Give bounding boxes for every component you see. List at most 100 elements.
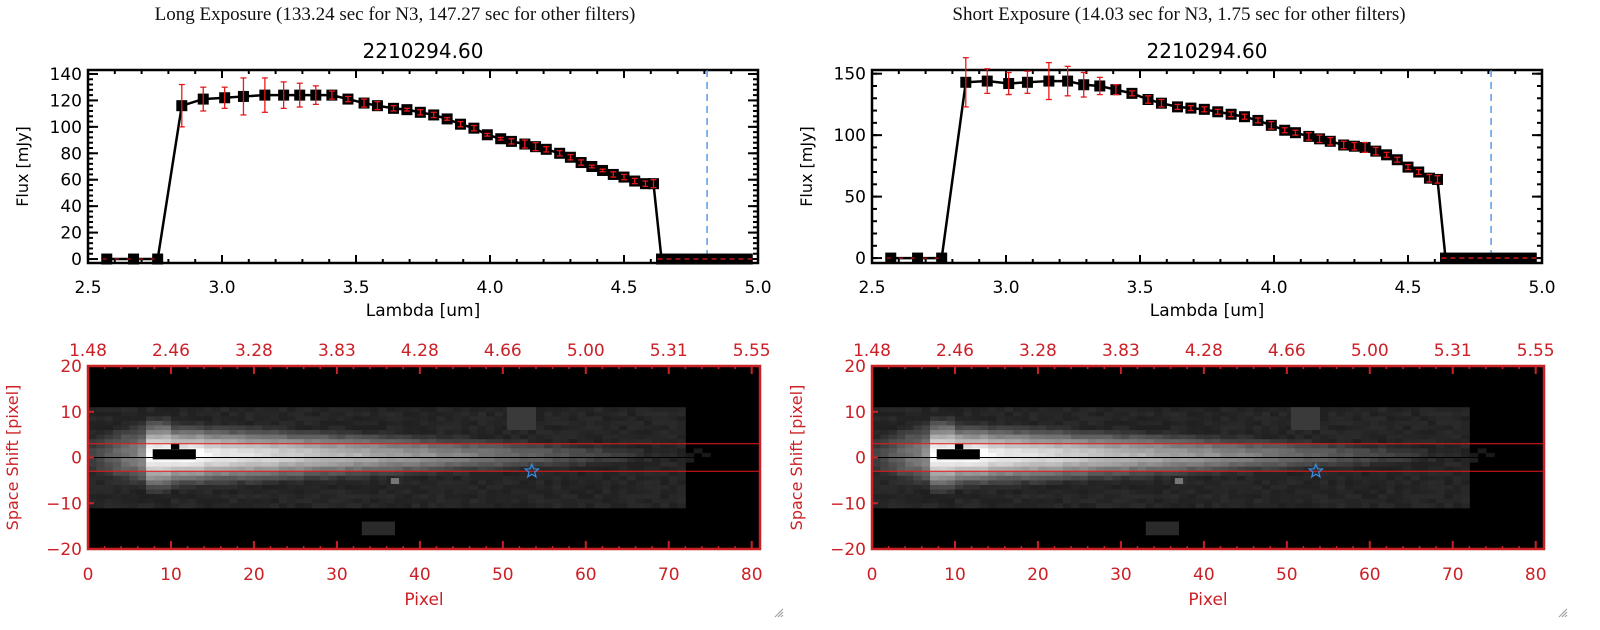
image-pixel: [1311, 498, 1321, 504]
image-pixel: [303, 457, 313, 463]
image-pixel: [1336, 407, 1346, 413]
image-pixel: [486, 480, 496, 486]
image-pixel: [880, 416, 890, 422]
image-pixel: [872, 462, 881, 468]
image-pixel: [278, 466, 288, 472]
image-pixel: [511, 475, 520, 481]
image-pixel: [872, 475, 881, 481]
image-pixel: [104, 498, 114, 504]
image-pixel: [137, 498, 147, 504]
image-pixel: [494, 439, 504, 445]
image-pixel: [353, 466, 363, 472]
image-pixel: [1369, 484, 1379, 491]
image-pixel: [1386, 443, 1396, 449]
image-pixel: [1369, 457, 1379, 463]
image-pixel: [627, 439, 637, 445]
image-pixel: [477, 484, 487, 491]
image-pixel: [1187, 407, 1197, 413]
image-pixel: [129, 439, 139, 445]
image-pixel: [1402, 411, 1412, 417]
image-pixel: [668, 411, 678, 417]
image-pixel: [428, 425, 437, 431]
image-pixel: [320, 443, 330, 449]
image-pixel: [1120, 480, 1130, 486]
image-pixel: [353, 411, 363, 417]
image-pixel: [162, 484, 172, 491]
image-y-tick-label: −20: [46, 540, 82, 560]
image-pixel: [1137, 489, 1147, 495]
image-pixel: [610, 448, 620, 454]
image-pixel: [146, 466, 155, 472]
image-pixel: [1079, 471, 1089, 477]
image-pixel: [1386, 489, 1396, 495]
image-pixel: [320, 430, 330, 436]
image-pixel: [1046, 425, 1056, 431]
image-pixel: [461, 484, 471, 491]
image-pixel: [253, 430, 263, 436]
image-pixel: [121, 489, 130, 495]
image-pixel: [1303, 480, 1313, 486]
image-pixel: [96, 448, 106, 454]
image-pixel: [946, 434, 956, 440]
image-pixel: [1195, 484, 1205, 491]
image-pixel: [921, 475, 931, 481]
image-pixel: [411, 425, 421, 431]
image-pixel: [1336, 439, 1346, 445]
image-pixel: [1436, 411, 1445, 417]
image-pixel: [1295, 489, 1304, 495]
image-pixel: [1145, 503, 1155, 509]
image-pixel: [444, 420, 454, 426]
image-pixel: [320, 425, 330, 431]
image-pixel: [320, 466, 330, 472]
image-pixel: [1394, 443, 1404, 449]
image-pixel: [1328, 439, 1338, 445]
image-pixel: [137, 434, 147, 440]
resize-handle-icon[interactable]: [772, 606, 784, 618]
image-pixel: [88, 466, 97, 472]
resize-handle-icon[interactable]: [1556, 606, 1568, 618]
image-pixel: [469, 466, 479, 472]
image-pixel: [1087, 480, 1097, 486]
image-pixel: [1062, 452, 1072, 458]
image-pixel: [444, 494, 454, 500]
image-pixel: [237, 443, 247, 449]
x-axis-label: Lambda [um]: [366, 301, 480, 321]
image-pixel: [121, 462, 130, 468]
image-pixel: [112, 471, 122, 477]
image-pixel: [270, 425, 280, 431]
image-pixel: [1270, 471, 1280, 477]
image-pixel: [1419, 411, 1429, 417]
image-pixel: [88, 494, 97, 500]
image-pixel: [954, 498, 964, 504]
image-pixel: [643, 434, 653, 440]
image-pixel: [1378, 498, 1387, 504]
image-pixel: [1220, 416, 1230, 422]
image-pixel: [195, 471, 205, 477]
image-pixel: [1245, 484, 1255, 491]
image-pixel: [179, 425, 189, 431]
image-pixel: [312, 430, 321, 436]
image-pixel: [1062, 466, 1072, 472]
image-pixel: [954, 475, 964, 481]
image-pixel: [1270, 475, 1280, 481]
image-pixel: [137, 503, 147, 509]
image-pixel: [179, 462, 189, 468]
image-pixel: [1021, 480, 1031, 486]
image-pixel: [428, 443, 437, 449]
image-pixel: [1402, 484, 1412, 491]
image-pixel: [96, 503, 106, 509]
image-pixel: [461, 416, 471, 422]
image-pixel: [643, 425, 653, 431]
image-pixel: [96, 439, 106, 445]
image-pixel: [1336, 466, 1346, 472]
x-axis-label: Lambda [um]: [1150, 301, 1264, 321]
image-pixel: [660, 503, 670, 509]
image-pixel: [677, 430, 686, 436]
image-pixel: [204, 448, 213, 454]
image-pixel: [963, 416, 973, 422]
image-pixel: [946, 503, 956, 509]
image-pixel: [104, 407, 114, 413]
image-pixel: [394, 407, 404, 413]
image-pixel: [328, 466, 338, 472]
image-pixel: [1187, 480, 1197, 486]
